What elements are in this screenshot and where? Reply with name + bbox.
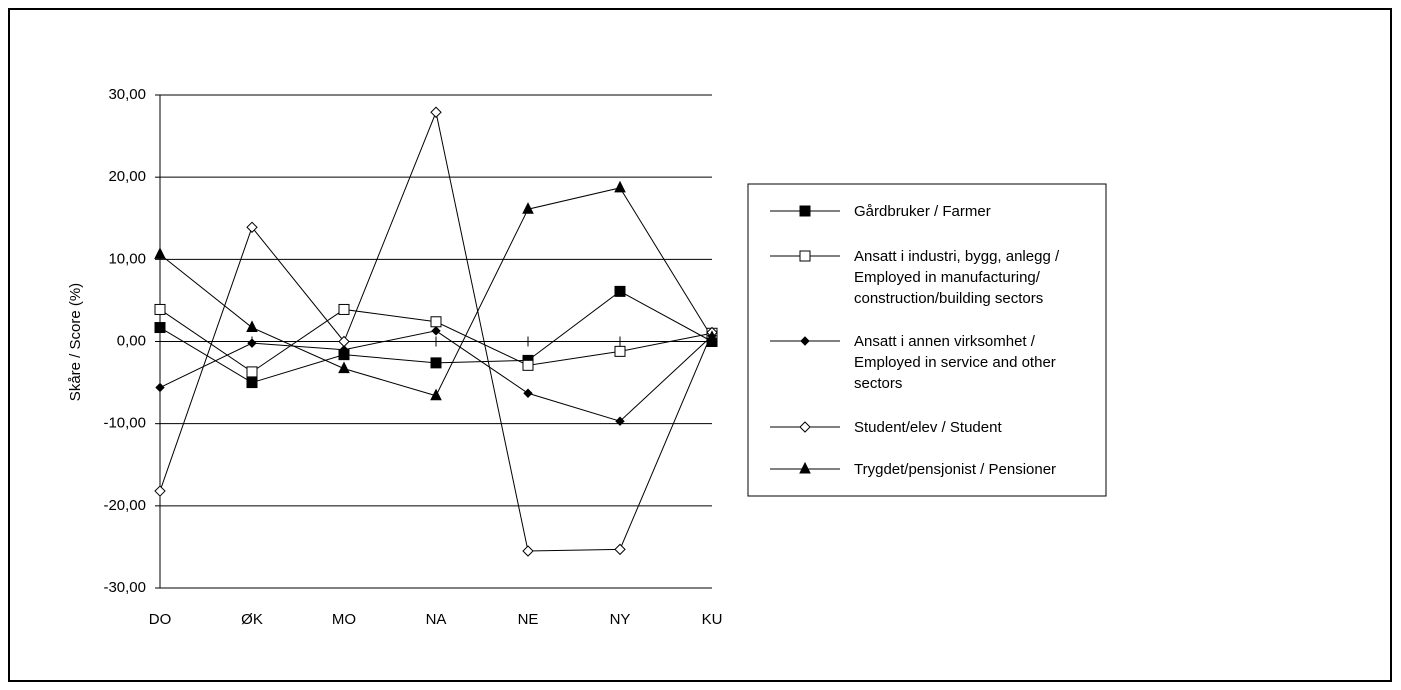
x-tick-label: MO: [332, 611, 356, 628]
x-tick-label: NE: [518, 611, 539, 628]
legend-label: Ansatt i annen virksomhet / Employed in …: [854, 333, 1056, 392]
x-tick-label: ØK: [241, 611, 263, 628]
legend-label: Student/elev / Student: [854, 419, 1002, 436]
data-point: [338, 335, 350, 348]
data-point: [614, 543, 626, 556]
data-point: [338, 361, 350, 374]
data-point: [522, 202, 534, 214]
legend-marker: [799, 205, 811, 217]
legend-marker: [800, 336, 810, 346]
data-point: [430, 388, 442, 401]
legend-marker: [799, 421, 811, 433]
chart-frame: [8, 8, 1392, 682]
y-tick-label: -20,00: [103, 497, 146, 514]
data-point: [523, 388, 533, 398]
data-point: [615, 416, 625, 426]
data-point: [430, 106, 442, 118]
y-tick-label: -30,00: [103, 579, 146, 596]
x-tick-label: KU: [702, 611, 723, 628]
y-axis-title: Skåre / Score (%): [67, 283, 84, 401]
legend-label: Trygdet/pensjonist / Pensioner: [854, 461, 1057, 478]
data-point: [246, 221, 258, 233]
x-tick-label: DO: [149, 611, 172, 628]
data-point: [522, 359, 534, 371]
data-point: [431, 326, 441, 336]
data-point: [706, 330, 718, 342]
x-tick-label: NA: [426, 611, 447, 628]
data-point: [338, 303, 350, 315]
legend-marker: [799, 461, 811, 474]
data-point: [247, 338, 257, 348]
data-point: [614, 345, 626, 357]
data-point: [154, 322, 166, 334]
data-point: [246, 320, 258, 333]
data-point: [154, 247, 166, 259]
data-point: [154, 303, 166, 315]
data-point: [430, 357, 442, 369]
data-point: [246, 377, 258, 389]
legend-label: Ansatt i industri, bygg, anlegg / Employ…: [854, 248, 1060, 307]
x-tick-label: NY: [610, 611, 631, 628]
y-tick-label: 10,00: [108, 250, 146, 267]
data-point: [614, 180, 626, 193]
y-tick-label: -10,00: [103, 415, 146, 432]
y-tick-label: 30,00: [108, 86, 146, 103]
y-tick-label: 0,00: [117, 332, 146, 349]
data-point: [155, 382, 165, 393]
y-tick-label: 20,00: [108, 168, 146, 185]
data-point: [339, 345, 349, 355]
data-point: [154, 485, 166, 497]
legend-marker: [799, 250, 811, 262]
legend-label: Gårdbruker / Farmer: [854, 203, 991, 220]
data-point: [430, 316, 442, 328]
data-point: [522, 545, 534, 557]
data-point: [614, 285, 626, 297]
data-point: [246, 366, 258, 378]
